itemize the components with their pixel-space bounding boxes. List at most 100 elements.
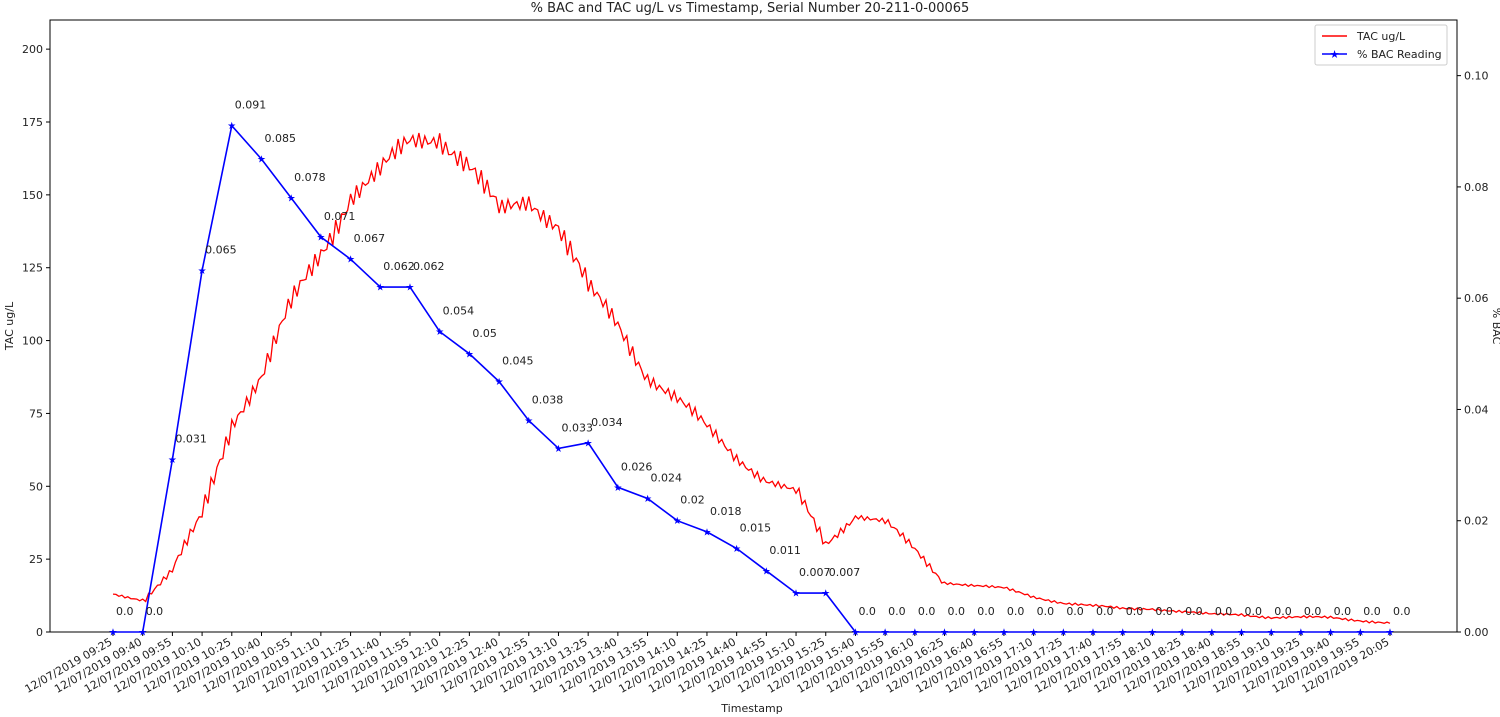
bac-point: ★ (1326, 628, 1335, 639)
bac-data-label: 0.034 (591, 416, 623, 429)
bac-point: ★ (584, 438, 593, 449)
left-tick-label: 125 (22, 262, 43, 275)
bac-data-label: 0.0 (1007, 605, 1024, 618)
bac-series: ★ ★ ★ ★ ★ ★ ★ ★ ★ ★ ★ ★ ★ ★ ★ ★ ★ ★ ★ ★ ★ ★ ★ ★ ★ ★ ★ ★ ★ ★ ★ ★ ★ ★ ★ ★ ★ ★ ★ ★… (109, 121, 1395, 638)
bac-data-label: 0.0 (1215, 605, 1233, 618)
bac-data-label: 0.0 (1363, 605, 1381, 618)
bac-point: ★ (673, 516, 682, 527)
left-tick-label: 50 (29, 480, 43, 493)
left-tick-label: 0 (36, 626, 43, 639)
bac-data-label: 0.0 (116, 605, 134, 618)
tac-line (112, 132, 1391, 624)
bac-data-label: 0.024 (651, 471, 683, 484)
bac-point: ★ (851, 628, 860, 639)
bac-point: ★ (554, 444, 563, 455)
right-tick-label: 0.04 (1464, 403, 1489, 416)
x-axis-label: Timestamp (720, 702, 782, 715)
left-tick-label: 150 (22, 189, 43, 202)
right-tick-label: 0.10 (1464, 70, 1489, 83)
bac-data-label: 0.0 (1334, 605, 1352, 618)
right-y-axis: 0.00 0.02 0.04 0.06 0.08 0.10 (1457, 70, 1489, 639)
left-tick-label: 75 (29, 407, 43, 420)
bac-point: ★ (316, 232, 325, 243)
bac-point: ★ (227, 121, 236, 132)
left-tick-label: 25 (29, 553, 43, 566)
left-y-axis: 0 25 50 75 100 125 150 175 200 (22, 43, 50, 639)
bac-data-label: 0.038 (532, 394, 564, 407)
bac-point: ★ (346, 255, 355, 266)
bac-point: ★ (1296, 628, 1305, 639)
bac-data-label: 0.011 (769, 544, 801, 557)
left-tick-label: 200 (22, 43, 43, 56)
legend-box (1314, 24, 1448, 66)
bac-point: ★ (1207, 628, 1216, 639)
bac-point: ★ (970, 628, 979, 639)
bac-data-label: 0.062 (413, 260, 445, 273)
bac-data-label: 0.0 (1304, 605, 1322, 618)
bac-data-label: 0.091 (235, 99, 267, 112)
bac-data-label: 0.007 (829, 566, 861, 579)
left-y-axis-label: TAC ug/L (3, 301, 16, 351)
bac-data-label: 0.0 (1274, 605, 1292, 618)
bac-point: ★ (821, 589, 830, 600)
bac-data-label: 0.0 (146, 605, 164, 618)
bac-point: ★ (524, 416, 533, 427)
bac-data-label: 0.0 (888, 605, 906, 618)
bac-data-label: 0.0 (1037, 605, 1055, 618)
bac-point: ★ (1029, 628, 1038, 639)
bac-data-label: 0.015 (740, 522, 772, 535)
bac-point: ★ (1089, 628, 1098, 639)
bac-data-label: 0.045 (502, 355, 534, 368)
bac-point: ★ (910, 628, 919, 639)
bac-point: ★ (1386, 628, 1395, 639)
right-tick-label: 0.00 (1464, 626, 1489, 639)
bac-data-label: 0.026 (621, 460, 653, 473)
bac-point: ★ (1356, 628, 1365, 639)
bac-point: ★ (792, 589, 801, 600)
bac-data-label: 0.062 (383, 260, 415, 273)
bac-point: ★ (495, 377, 504, 388)
bac-point: ★ (1148, 628, 1157, 639)
bac-point: ★ (1118, 628, 1127, 639)
legend: TAC ug/L ★ % BAC Reading (1314, 24, 1448, 66)
bac-data-label: 0.054 (443, 305, 475, 318)
bac-data-label: 0.085 (264, 132, 296, 145)
left-tick-label: 175 (22, 116, 43, 129)
bac-data-label: 0.0 (1245, 605, 1263, 618)
bac-point: ★ (1178, 628, 1187, 639)
bac-point: ★ (287, 194, 296, 205)
bac-point: ★ (702, 527, 711, 538)
bac-point: ★ (762, 566, 771, 577)
chart-title: % BAC and TAC ug/L vs Timestamp, Serial … (531, 1, 970, 16)
bac-data-label: 0.065 (205, 243, 237, 256)
plot-frame (49, 19, 1458, 633)
left-tick-label: 100 (22, 335, 43, 348)
bac-point: ★ (613, 483, 622, 494)
bac-data-label: 0.007 (799, 566, 831, 579)
bac-point: ★ (1267, 628, 1276, 639)
legend-bac-label: % BAC Reading (1357, 48, 1442, 61)
bac-point: ★ (643, 494, 652, 505)
bac-data-label: 0.071 (324, 210, 356, 223)
legend-tac-label: TAC ug/L (1356, 30, 1406, 43)
bac-point: ★ (405, 283, 414, 294)
bac-data-label: 0.0 (1185, 605, 1203, 618)
bac-point: ★ (138, 628, 147, 639)
bac-line (113, 123, 1390, 633)
bac-point: ★ (732, 544, 741, 555)
right-tick-label: 0.02 (1464, 515, 1489, 528)
bac-data-label: 0.031 (175, 433, 207, 446)
bac-point: ★ (940, 628, 949, 639)
bac-data-label: 0.033 (561, 421, 593, 434)
bac-point: ★ (376, 283, 385, 294)
right-tick-label: 0.08 (1464, 181, 1489, 194)
bac-data-label: 0.018 (710, 505, 742, 518)
bac-point: ★ (881, 628, 890, 639)
bac-point: ★ (257, 155, 266, 166)
bac-data-label: 0.0 (858, 605, 876, 618)
bac-point: ★ (1059, 628, 1068, 639)
bac-point: ★ (198, 266, 207, 277)
bac-data-labels: 0.0 0.0 0.031 0.065 0.091 0.085 0.078 0.071 0.06… (116, 99, 1411, 618)
